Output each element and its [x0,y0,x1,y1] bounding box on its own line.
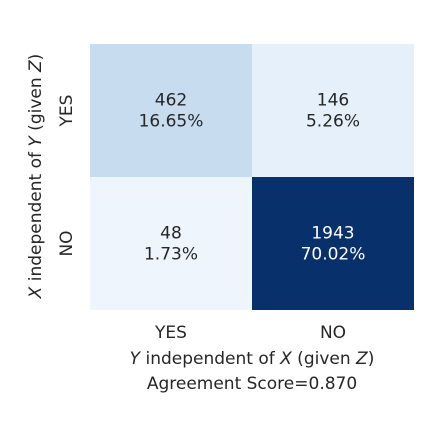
y-axis-label: X independent of Y (given Z) [26,54,46,300]
heatmap-cell [252,44,414,177]
cell-percent-label: 70.02% [301,245,366,265]
cell-count-label: 48 [160,224,182,244]
cell-percent-label: 5.26% [306,112,360,132]
heatmap-cell [90,44,252,177]
y-tick-label: NO [57,230,77,256]
heatmap-cell [252,177,414,310]
cell-percent-label: 1.73% [144,245,198,265]
x-tick-label: YES [154,323,187,343]
subtitle: Agreement Score=0.870 [147,374,357,394]
y-tick-label: YES [57,95,77,128]
cell-count-label: 1943 [311,224,354,244]
cell-count-label: 146 [317,91,349,111]
x-tick-labels: YES NO [154,323,346,343]
cell-count-label: 462 [155,91,187,111]
x-axis-label: Y independent of X (given Z) [130,349,375,369]
y-tick-labels: YES NO [57,95,77,257]
x-tick-label: NO [320,323,346,343]
cell-percent-label: 16.65% [139,112,204,132]
heatmap-cell [90,177,252,310]
